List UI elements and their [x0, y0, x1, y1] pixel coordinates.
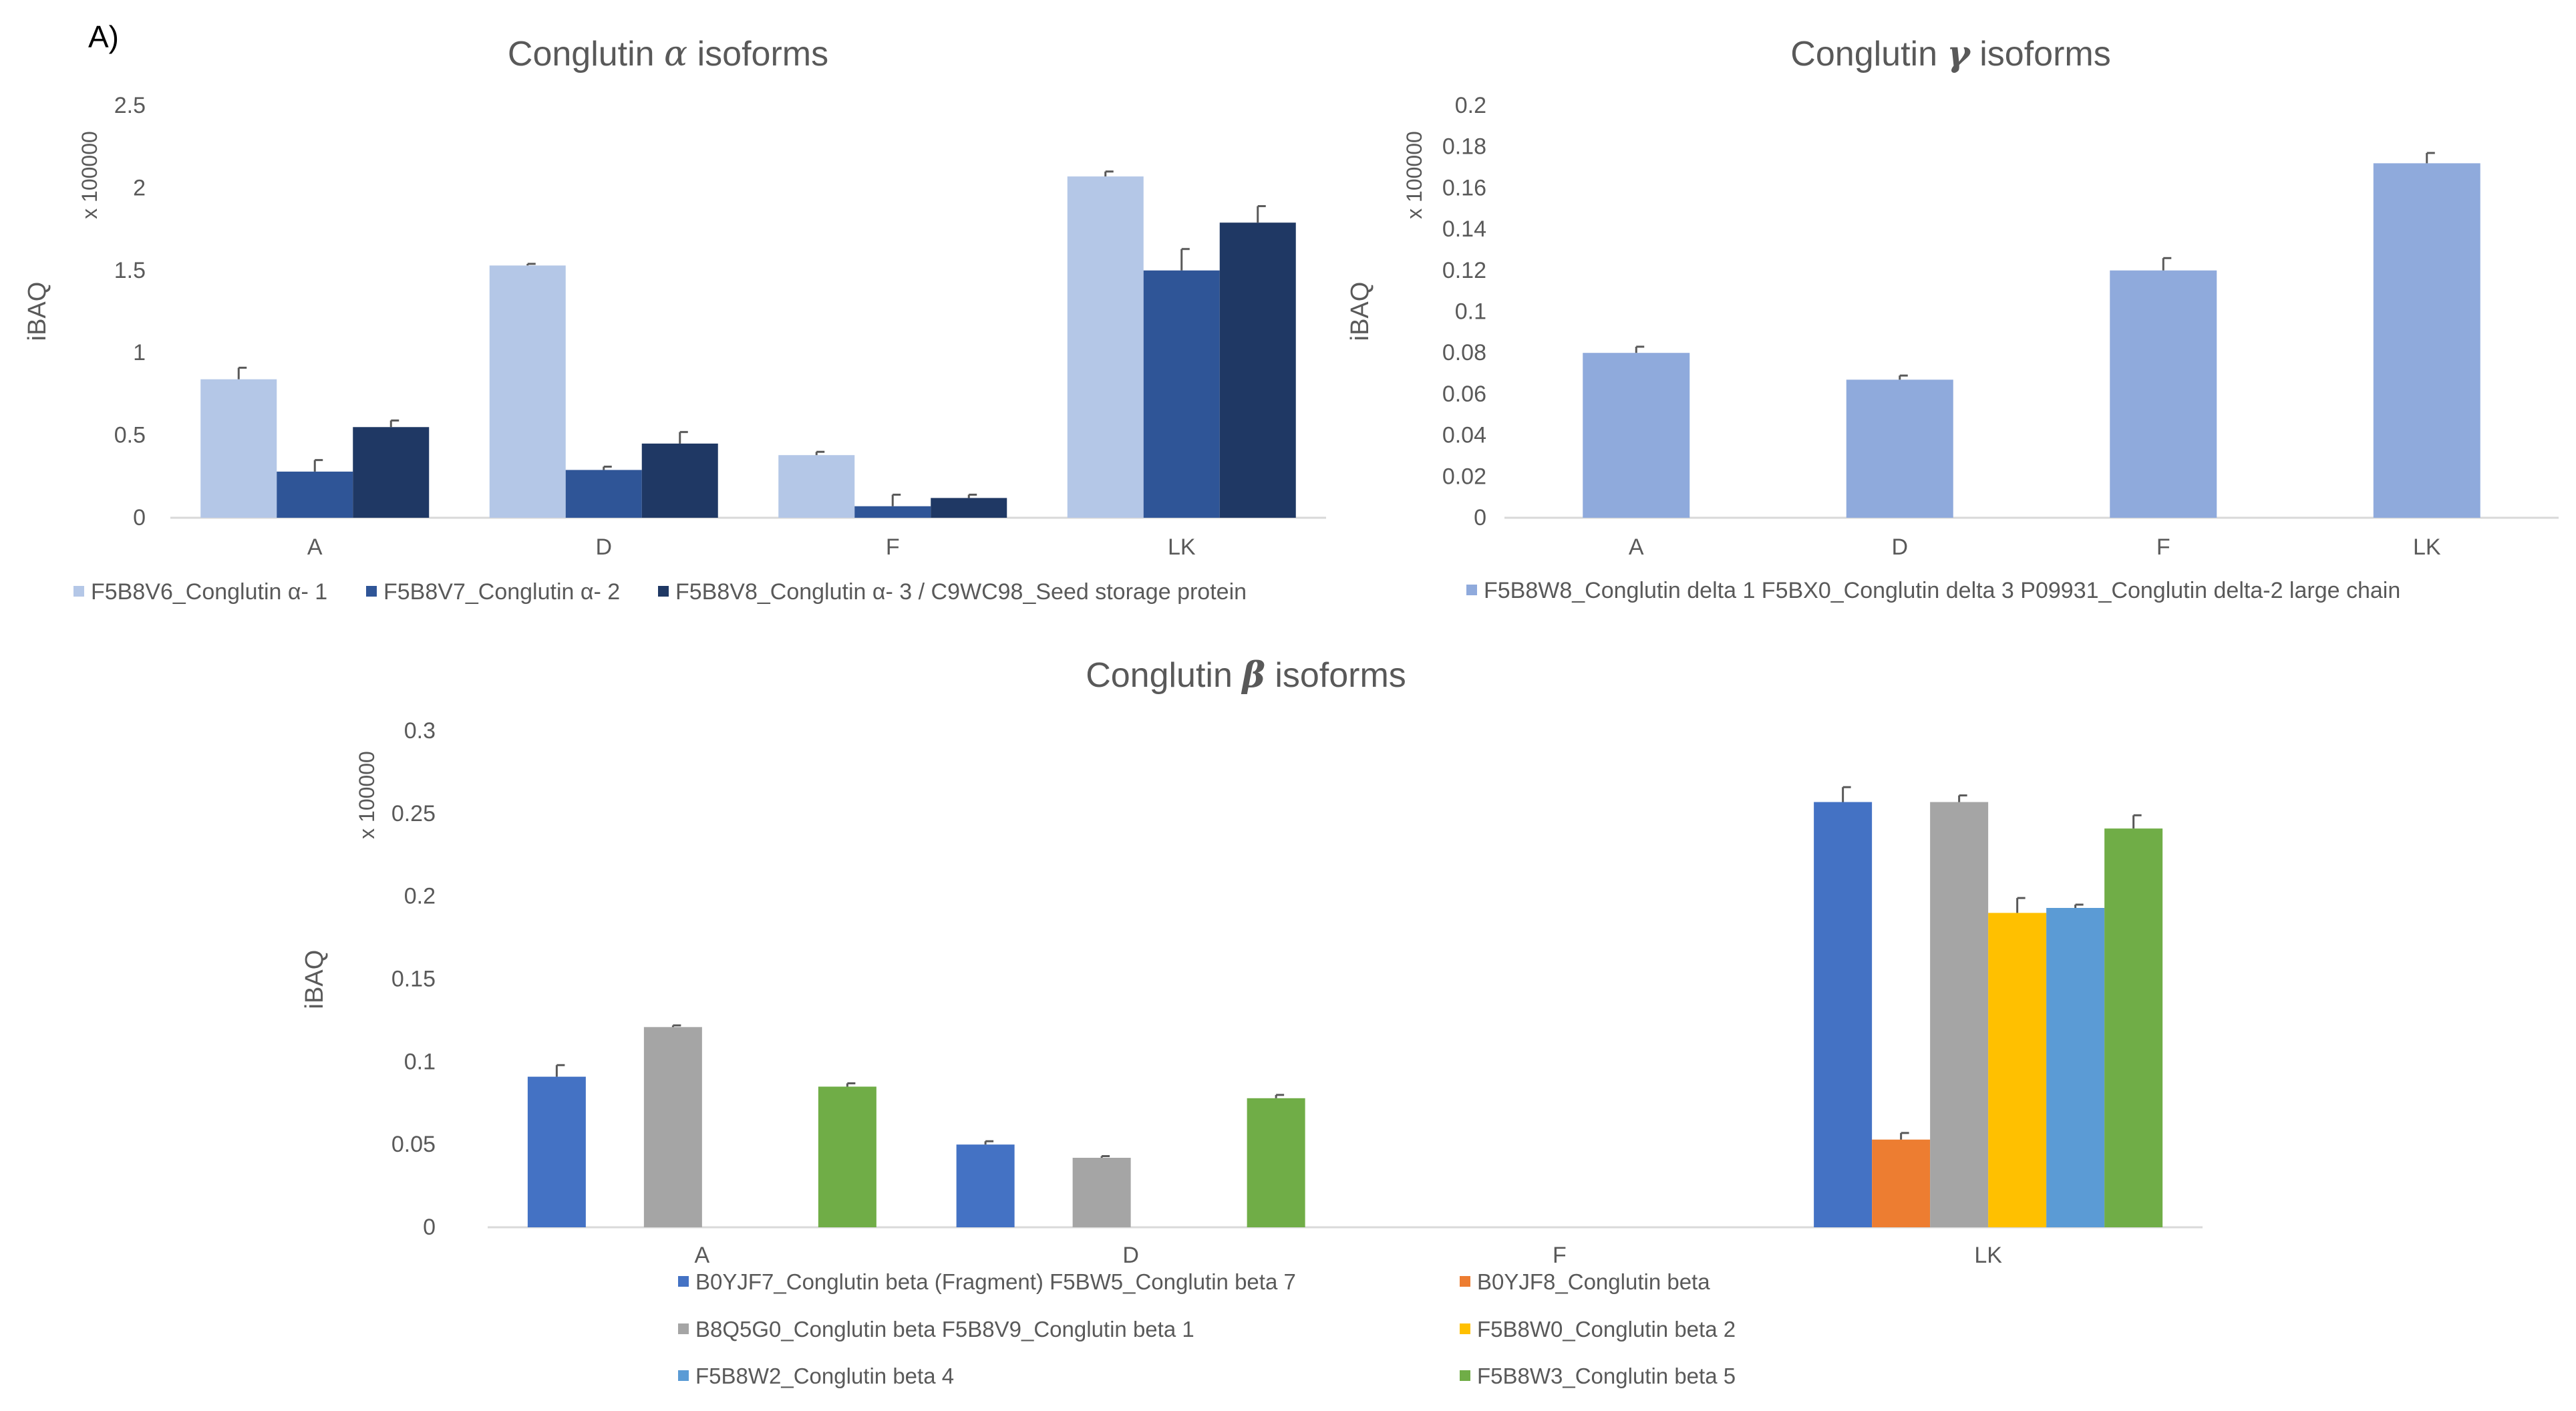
y-tick-label: 1 [133, 340, 146, 365]
y-tick-label: 2.5 [114, 93, 146, 118]
x-tick-label: LK [1168, 534, 1196, 560]
bar [489, 265, 566, 518]
y-tick-label: 0.08 [1442, 340, 1486, 365]
bar [353, 427, 430, 518]
panel-label: A) [88, 19, 119, 54]
x-tick-label: F [2156, 534, 2170, 560]
y-scale-label-alpha: x 100000 [77, 131, 102, 219]
x-tick-label: F [1553, 1243, 1567, 1268]
chart-title-alpha: Conglutin α isoforms [508, 34, 828, 74]
y-axis-label-beta: iBAQ [301, 950, 329, 1009]
legend-label: F5B8W0_Conglutin beta 2 [1477, 1317, 1736, 1342]
x-tick-label: F [886, 534, 900, 560]
y-scale-label-beta: x 100000 [355, 751, 379, 839]
chart-title-gamma: Conglutin γ isoforms [1790, 33, 2110, 74]
bar [277, 471, 353, 518]
y-tick-label: 0.1 [1455, 299, 1486, 325]
bar [778, 455, 855, 518]
bar [641, 443, 718, 518]
x-tick-label: D [595, 534, 612, 560]
y-tick-label: 0.5 [114, 423, 146, 448]
bar [643, 1027, 702, 1227]
x-tick-label: LK [2413, 534, 2441, 560]
x-tick-label: LK [1974, 1243, 2002, 1268]
bar [818, 1086, 876, 1227]
legend-swatch [73, 586, 84, 597]
x-tick-label: A [695, 1243, 710, 1268]
y-tick-label: 0.18 [1442, 134, 1486, 160]
x-tick-label: A [1629, 534, 1644, 560]
bar [527, 1076, 586, 1227]
legend-swatch [366, 586, 377, 597]
legend-label: F5B8W3_Conglutin beta 5 [1477, 1364, 1736, 1388]
bar [854, 506, 931, 518]
x-tick-label: A [307, 534, 323, 560]
legend-swatch [1466, 585, 1477, 595]
bar [1067, 176, 1144, 518]
y-tick-label: 0.12 [1442, 258, 1486, 283]
legend-swatch [678, 1323, 689, 1334]
bar [1846, 379, 1953, 518]
bar [1072, 1157, 1131, 1227]
bar [1143, 270, 1220, 518]
y-tick-label: 0 [423, 1215, 436, 1240]
y-tick-label: 1.5 [114, 258, 146, 283]
y-tick-label: 0.02 [1442, 464, 1486, 489]
bar [2046, 908, 2105, 1227]
legend-label: B0YJF7_Conglutin beta (Fragment) F5BW5_C… [695, 1269, 1296, 1294]
legend-swatch [678, 1370, 689, 1381]
y-tick-label: 0.1 [404, 1049, 436, 1074]
y-scale-label-gamma: x 100000 [1402, 131, 1426, 219]
y-tick-label: 0.04 [1442, 423, 1486, 448]
legend-swatch [1460, 1276, 1470, 1287]
x-tick-label: D [1122, 1243, 1139, 1268]
y-tick-label: 0.14 [1442, 216, 1486, 242]
legend-swatch [1460, 1323, 1470, 1334]
bar [2110, 270, 2217, 518]
y-tick-label: 0.16 [1442, 175, 1486, 200]
x-tick-label: D [1891, 534, 1908, 560]
bar [1247, 1098, 1305, 1227]
y-tick-label: 0 [1474, 505, 1486, 530]
legend-swatch [1460, 1370, 1470, 1381]
y-tick-label: 2 [133, 175, 146, 200]
y-tick-label: 0.06 [1442, 381, 1486, 407]
legend-label: F5B8V7_Conglutin α- 2 [383, 579, 620, 605]
bar [1219, 222, 1296, 518]
y-tick-label: 0.2 [404, 884, 436, 909]
legend-label: B8Q5G0_Conglutin beta F5B8V9_Conglutin b… [695, 1317, 1194, 1342]
legend-label: B0YJF8_Conglutin beta [1477, 1269, 1710, 1294]
bar [1814, 802, 1873, 1227]
y-axis-label-gamma: iBAQ [1346, 282, 1374, 341]
bar [956, 1144, 1015, 1227]
bar [931, 498, 1007, 518]
y-tick-label: 0.3 [404, 718, 436, 744]
legend-label: F5B8W2_Conglutin beta 4 [695, 1364, 954, 1388]
chart-title-beta: Conglutin β isoforms [1086, 655, 1406, 695]
bar [200, 379, 277, 518]
bar [1872, 1139, 1931, 1227]
y-tick-label: 0.05 [391, 1132, 436, 1157]
bar [2104, 828, 2163, 1227]
y-axis-label-alpha: iBAQ [23, 282, 51, 341]
bar [1930, 802, 1989, 1227]
legend-label: F5B8W8_Conglutin delta 1 F5BX0_Conglutin… [1484, 578, 2400, 603]
legend-swatch [678, 1276, 689, 1287]
legend-label: F5B8V6_Conglutin α- 1 [91, 579, 327, 605]
y-tick-label: 0 [133, 505, 146, 530]
bar [1988, 913, 2047, 1227]
bar [565, 470, 642, 518]
y-tick-label: 0.15 [391, 967, 436, 992]
y-tick-label: 0.2 [1455, 93, 1486, 118]
bar [1583, 353, 1690, 518]
y-tick-label: 0.25 [391, 801, 436, 826]
legend-label: F5B8V8_Conglutin α- 3 / C9WC98_Seed stor… [675, 579, 1247, 605]
bar [2373, 163, 2480, 518]
legend-swatch [658, 586, 669, 597]
